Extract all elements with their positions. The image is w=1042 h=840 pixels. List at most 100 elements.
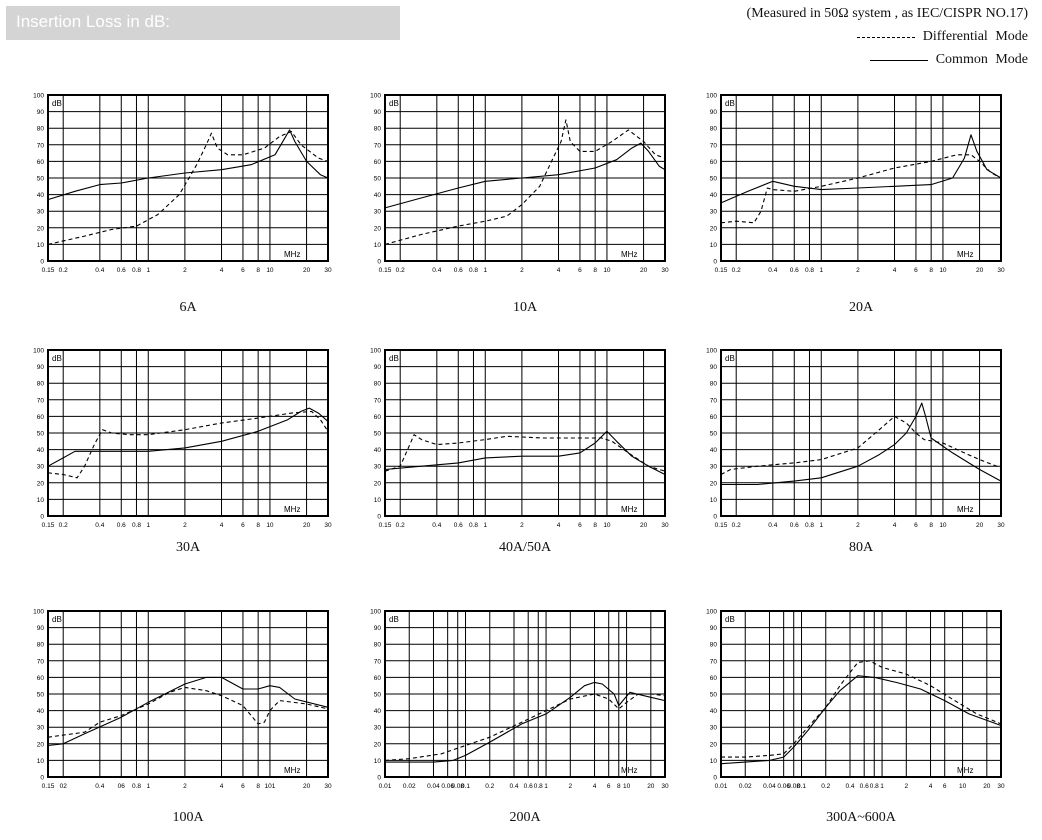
x-tick-label: 4: [893, 522, 897, 529]
x-axis-unit-label: MHz: [284, 766, 300, 775]
x-tick-label: 0.15: [42, 783, 55, 790]
x-axis-unit-label: MHz: [957, 766, 973, 775]
series-line-common: [721, 402, 1002, 486]
y-tick-label: 70: [710, 142, 718, 149]
chart-title: 30A: [175, 540, 201, 555]
y-tick-label: 20: [37, 225, 45, 232]
y-tick-label: 70: [37, 397, 45, 404]
x-tick-label: 30: [661, 267, 669, 274]
y-axis-unit-label: dB: [52, 354, 62, 363]
series-line-differential: [47, 686, 329, 738]
y-axis-unit-label: dB: [725, 99, 735, 108]
x-tick-label: 8: [929, 267, 933, 274]
x-tick-label: 2: [568, 783, 572, 790]
x-tick-label: 6: [578, 522, 582, 529]
series-line-common: [385, 681, 666, 763]
x-tick-label: 30: [324, 783, 332, 790]
y-tick-label: 70: [710, 397, 718, 404]
x-axis-unit-label: MHz: [621, 766, 637, 775]
x-tick-label: 0.8: [132, 783, 141, 790]
series-line-differential: [47, 130, 329, 245]
series-line-differential: [384, 119, 666, 245]
y-axis-unit-label: dB: [389, 354, 399, 363]
x-tick-label: 0.4: [768, 522, 777, 529]
chart-title: 300A~600A: [826, 810, 896, 825]
series-line-common: [47, 407, 329, 467]
y-tick-label: 40: [710, 192, 718, 199]
chart-svg: 0 10 20 30 40 50 60 70 80 90 100 0.15 0.2 0.4 0.6 0.8 1 2…: [370, 93, 669, 275]
y-tick-label: 80: [374, 381, 382, 388]
y-tick-label: 80: [710, 642, 718, 649]
legend-differential-label: Differential Mode: [922, 29, 1028, 44]
chart-panel: 0 10 20 30 40 50 60 70 80 90 100 0.15 02 0.4 06 0.8 1 2 4 6…: [33, 609, 332, 791]
y-tick-label: 0: [40, 259, 44, 266]
series-line-differential: [720, 415, 1002, 475]
y-tick-label: 20: [37, 741, 45, 748]
y-tick-label: 0: [713, 514, 717, 521]
x-tick-label: 2: [520, 522, 524, 529]
x-axis-unit-label: MHz: [284, 505, 300, 514]
y-tick-label: 10: [37, 758, 45, 765]
x-tick-label: 8: [256, 522, 260, 529]
x-tick-label: 0.6: [117, 267, 126, 274]
y-tick-label: 10: [710, 242, 718, 249]
y-tick-label: 50: [374, 692, 382, 699]
chart-svg: 0 10 20 30 40 50 60 70 80 90 100 0.15 0.2 0.4 0.6 0.8 1 2…: [706, 93, 1005, 275]
y-tick-label: 40: [37, 447, 45, 454]
y-tick-label: 0: [40, 775, 44, 782]
x-tick-label: 0.4: [432, 267, 441, 274]
x-tick-label: 0.6: [790, 522, 799, 529]
y-tick-label: 20: [374, 225, 382, 232]
y-tick-label: 60: [374, 159, 382, 166]
x-tick-label: 0.8: [534, 783, 543, 790]
x-tick-label: 1: [146, 522, 150, 529]
x-tick-label: 8: [929, 522, 933, 529]
y-axis-unit-label: dB: [52, 615, 62, 624]
y-tick-label: 40: [374, 447, 382, 454]
y-tick-label: 100: [370, 93, 381, 100]
chart-panel: 0 10 20 30 40 50 60 70 80 90 100 0.15 0.2 0.4 0.6 0.8 1 2…: [33, 348, 332, 530]
x-tick-label: 2: [183, 267, 187, 274]
y-tick-label: 20: [710, 225, 718, 232]
chart-title: 20A: [848, 300, 874, 315]
y-tick-label: 10: [374, 758, 382, 765]
x-tick-label: 30: [661, 783, 669, 790]
x-tick-label: 0.02: [739, 783, 752, 790]
y-tick-label: 50: [710, 431, 718, 438]
y-tick-label: 70: [374, 658, 382, 665]
y-axis-unit-label: dB: [389, 615, 399, 624]
series-line-differential: [720, 154, 1002, 224]
x-tick-label: 10: [623, 783, 631, 790]
x-tick-label: 2: [856, 267, 860, 274]
x-tick-label: 6: [943, 783, 947, 790]
x-tick-label: 0.2: [59, 267, 68, 274]
x-tick-label: 10: [939, 267, 947, 274]
y-tick-label: 90: [710, 625, 718, 632]
legend-solid-line: [869, 59, 928, 61]
y-tick-label: 100: [370, 348, 381, 355]
x-axis-unit-label: MHz: [284, 250, 300, 259]
x-tick-label: 30: [661, 522, 669, 529]
y-tick-label: 90: [37, 109, 45, 116]
x-tick-label: 0.4: [95, 522, 104, 529]
y-tick-label: 30: [710, 725, 718, 732]
x-tick-label: 0.15: [715, 267, 728, 274]
chart-title: 40A/50A: [498, 540, 552, 555]
x-tick-label: 4: [220, 783, 224, 790]
y-tick-label: 60: [374, 414, 382, 421]
x-tick-label: 6: [914, 267, 918, 274]
x-tick-label: 4: [557, 267, 561, 274]
series-line-differential: [47, 410, 329, 479]
y-tick-label: 100: [33, 609, 44, 616]
x-tick-label: 1: [880, 783, 884, 790]
chart-panel: 0 10 20 30 40 50 60 70 80 90 100 0.15 0.2 0.4 0.6 0.8 1 2…: [370, 93, 669, 275]
x-tick-label: 06: [118, 783, 126, 790]
y-tick-label: 80: [37, 126, 45, 133]
x-tick-label: 20: [303, 783, 311, 790]
x-tick-label: 0.4: [509, 783, 518, 790]
x-tick-label: 0.2: [396, 522, 405, 529]
y-tick-label: 30: [710, 464, 718, 471]
x-tick-label: 10: [603, 267, 611, 274]
y-tick-label: 60: [710, 675, 718, 682]
